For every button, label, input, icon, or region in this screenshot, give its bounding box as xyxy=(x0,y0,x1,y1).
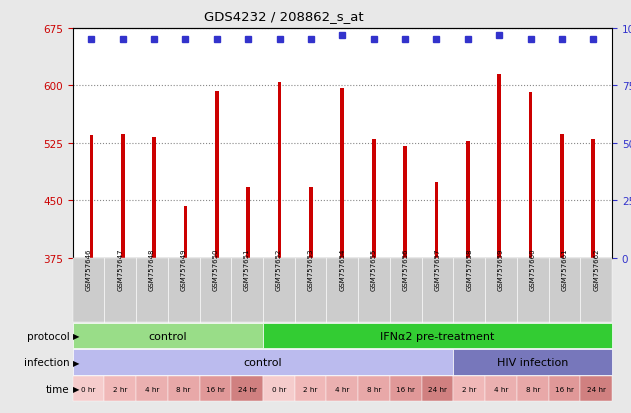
Text: 16 hr: 16 hr xyxy=(555,386,574,392)
Bar xyxy=(529,93,533,258)
Text: IFNα2 pre-treatment: IFNα2 pre-treatment xyxy=(380,331,495,341)
Bar xyxy=(497,75,501,258)
Text: GDS4232 / 208862_s_at: GDS4232 / 208862_s_at xyxy=(204,10,363,23)
Text: 8 hr: 8 hr xyxy=(526,386,540,392)
Text: GSM757646: GSM757646 xyxy=(85,248,91,290)
Text: infection: infection xyxy=(24,357,69,367)
Bar xyxy=(215,92,219,258)
Text: HIV infection: HIV infection xyxy=(497,357,569,367)
Text: ▶: ▶ xyxy=(73,384,80,393)
Text: 0 hr: 0 hr xyxy=(272,386,286,392)
Bar xyxy=(184,206,187,258)
Text: 24 hr: 24 hr xyxy=(238,386,257,392)
Text: 4 hr: 4 hr xyxy=(144,386,159,392)
Text: GSM757650: GSM757650 xyxy=(213,248,218,290)
Bar xyxy=(121,134,125,258)
Text: GSM757651: GSM757651 xyxy=(244,248,250,290)
Text: GSM757656: GSM757656 xyxy=(403,248,409,290)
Text: GSM757657: GSM757657 xyxy=(435,248,440,290)
Text: GSM757653: GSM757653 xyxy=(307,248,314,290)
Text: time: time xyxy=(46,384,69,394)
Text: 2 hr: 2 hr xyxy=(113,386,127,392)
Text: GSM757662: GSM757662 xyxy=(593,248,599,290)
Text: GSM757649: GSM757649 xyxy=(180,248,187,290)
Bar xyxy=(246,187,250,258)
Text: 4 hr: 4 hr xyxy=(335,386,350,392)
Text: GSM757658: GSM757658 xyxy=(466,248,472,290)
Bar xyxy=(152,138,156,258)
Text: GSM757655: GSM757655 xyxy=(371,248,377,290)
Bar xyxy=(466,141,469,258)
Text: 24 hr: 24 hr xyxy=(428,386,447,392)
Text: 8 hr: 8 hr xyxy=(367,386,381,392)
Text: 0 hr: 0 hr xyxy=(81,386,96,392)
Bar xyxy=(372,140,375,258)
Bar xyxy=(309,187,313,258)
Text: 2 hr: 2 hr xyxy=(304,386,318,392)
Text: protocol: protocol xyxy=(27,331,69,341)
Bar xyxy=(403,147,407,258)
Text: 8 hr: 8 hr xyxy=(177,386,191,392)
Text: 16 hr: 16 hr xyxy=(396,386,415,392)
Bar xyxy=(90,136,93,258)
Text: GSM757648: GSM757648 xyxy=(149,248,155,290)
Text: 4 hr: 4 hr xyxy=(494,386,508,392)
Text: control: control xyxy=(148,331,187,341)
Bar xyxy=(278,82,281,258)
Text: 2 hr: 2 hr xyxy=(462,386,476,392)
Text: GSM757654: GSM757654 xyxy=(339,248,345,290)
Text: GSM757661: GSM757661 xyxy=(562,248,567,290)
Bar xyxy=(435,183,439,258)
Text: GSM757647: GSM757647 xyxy=(117,248,123,290)
Bar xyxy=(560,134,563,258)
Text: control: control xyxy=(244,357,282,367)
Text: ▶: ▶ xyxy=(73,331,80,340)
Text: GSM757660: GSM757660 xyxy=(530,248,536,290)
Text: GSM757659: GSM757659 xyxy=(498,248,504,290)
Bar xyxy=(341,88,344,258)
Text: ▶: ▶ xyxy=(73,358,80,367)
Text: 16 hr: 16 hr xyxy=(206,386,225,392)
Bar xyxy=(591,140,595,258)
Text: 24 hr: 24 hr xyxy=(587,386,606,392)
Text: GSM757652: GSM757652 xyxy=(276,248,282,290)
